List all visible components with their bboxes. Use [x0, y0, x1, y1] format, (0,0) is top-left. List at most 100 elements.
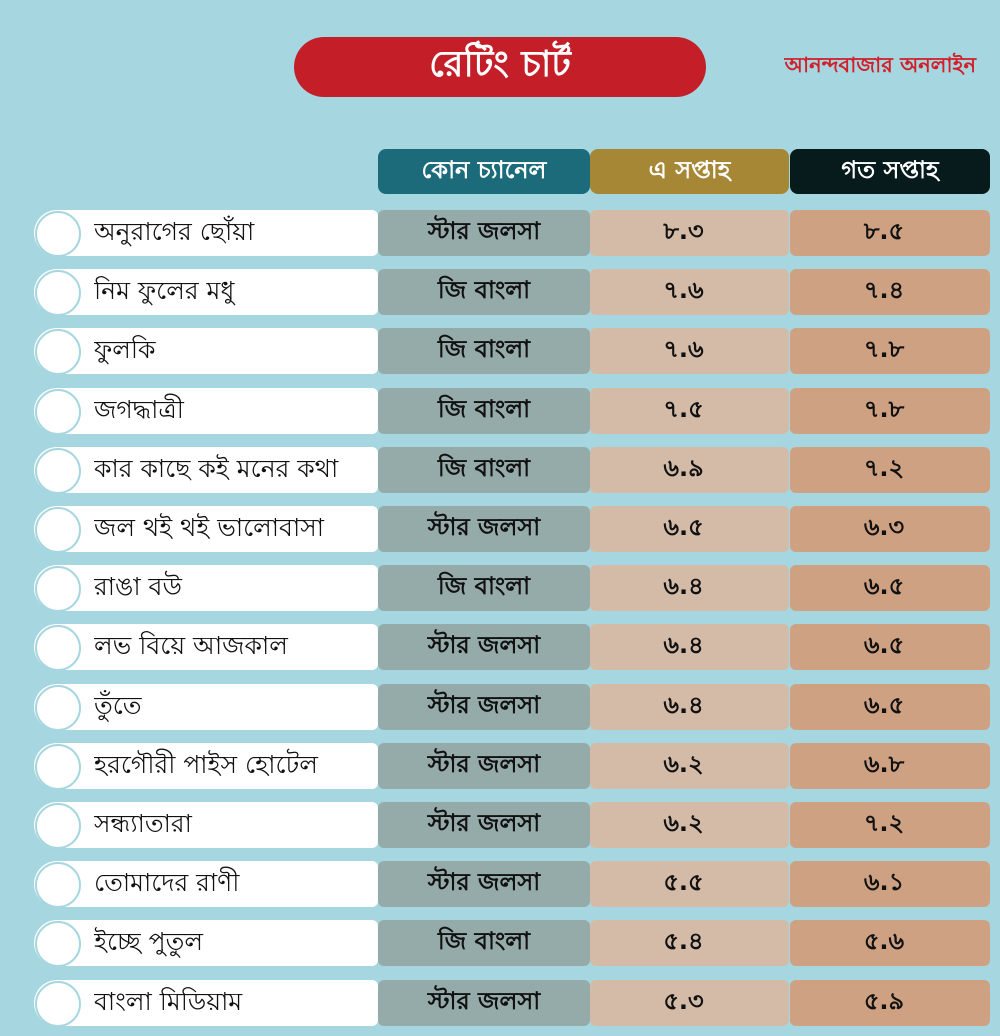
serial-name: রাঙা বউ — [94, 571, 182, 601]
brand-logo-text: আনন্দবাজার অনলাইন — [784, 51, 976, 77]
last-week-rating-value: ৭.২ — [863, 454, 905, 482]
last-week-rating-cell: ৬.১ — [790, 861, 990, 907]
this-week-rating-cell: ৫.৪ — [590, 920, 789, 966]
serial-name-box — [34, 920, 378, 966]
serial-name: তোমাদের রাণী — [94, 867, 240, 897]
serial-name: লভ বিয়ে আজকাল — [94, 630, 288, 660]
serial-name: জল থই থই ভালোবাসা — [94, 512, 324, 542]
serial-name: কার কাছে কই মনের কথা — [94, 453, 339, 483]
last-week-rating-value: ৫.৯ — [863, 987, 905, 1015]
table-row: হরগৌরী পাইস হোটেল স্টার জলসা ৬.২ ৬.৮ — [0, 743, 1000, 790]
table-row: তোমাদের রাণী স্টার জলসা ৫.৫ ৬.১ — [0, 861, 1000, 908]
last-week-rating-value: ৮.৫ — [863, 217, 905, 245]
serial-name-box — [34, 565, 378, 611]
this-week-rating-cell: ৭.৬ — [590, 328, 789, 374]
serial-name: জগদ্ধাত্রী — [94, 394, 184, 424]
chart-title: রেটিং চার্ট — [294, 37, 706, 97]
serial-name: হরগৌরী পাইস হোটেল — [94, 749, 318, 779]
this-week-rating-cell: ৬.২ — [590, 802, 789, 848]
last-week-rating-value: ৬.৫ — [863, 631, 905, 659]
serial-name-box — [34, 861, 378, 907]
serial-name: বাংলা মিডিয়াম — [94, 986, 243, 1016]
table-row: নিম ফুলের মধু জি বাংলা ৭.৬ ৭.৪ — [0, 269, 1000, 316]
channel-cell: স্টার জলসা — [378, 506, 590, 552]
last-week-rating-cell: ৬.৩ — [790, 506, 990, 552]
bullet-circle-icon — [35, 270, 81, 316]
this-week-rating-value: ৬.৪ — [663, 631, 704, 659]
serial-name: সন্ধ্যাতারা — [94, 808, 192, 838]
bullet-circle-icon — [35, 566, 81, 612]
last-week-rating-cell: ৭.৮ — [790, 388, 990, 434]
last-week-rating-cell: ৭.৮ — [790, 328, 990, 374]
this-week-rating-cell: ৭.৫ — [590, 388, 789, 434]
last-week-rating-value: ৭.২ — [863, 809, 905, 837]
serial-name-box — [34, 447, 378, 493]
serial-name-box — [34, 624, 378, 670]
this-week-rating-value: ৬.৪ — [663, 691, 704, 719]
bullet-circle-icon — [35, 921, 81, 967]
this-week-rating-value: ৬.২ — [663, 809, 704, 837]
serial-name-box — [34, 980, 378, 1026]
channel-cell: জি বাংলা — [378, 447, 590, 493]
serial-name-box — [34, 388, 378, 434]
table-row: তুঁতে স্টার জলসা ৬.৪ ৬.৫ — [0, 684, 1000, 731]
this-week-rating-value: ৫.৪ — [663, 927, 704, 955]
serial-name: অনুরাগের ছোঁয়া — [94, 216, 255, 246]
this-week-rating-cell: ৫.৩ — [590, 980, 789, 1026]
last-week-rating-cell: ৬.৫ — [790, 565, 990, 611]
bullet-circle-icon — [35, 803, 81, 849]
channel-cell: স্টার জলসা — [378, 861, 590, 907]
last-week-rating-cell: ৭.৪ — [790, 269, 990, 315]
this-week-rating-cell: ৬.৪ — [590, 624, 789, 670]
this-week-rating-cell: ৬.২ — [590, 743, 789, 789]
channel-cell: জি বাংলা — [378, 565, 590, 611]
channel-cell: স্টার জলসা — [378, 802, 590, 848]
this-week-rating-value: ৫.৫ — [663, 868, 704, 896]
bullet-circle-icon — [35, 211, 81, 257]
last-week-rating-value: ৭.৮ — [863, 335, 905, 363]
header-channel: কোন চ্যানেল — [378, 149, 590, 194]
channel-cell: জি বাংলা — [378, 328, 590, 374]
table-row: কার কাছে কই মনের কথা জি বাংলা ৬.৯ ৭.২ — [0, 447, 1000, 494]
last-week-rating-value: ৬.৫ — [863, 691, 905, 719]
table-row: ফুলকি জি বাংলা ৭.৬ ৭.৮ — [0, 328, 1000, 375]
bullet-circle-icon — [35, 448, 81, 494]
bullet-circle-icon — [35, 981, 81, 1027]
channel-cell: স্টার জলসা — [378, 210, 590, 256]
this-week-rating-value: ৬.৫ — [663, 513, 704, 541]
last-week-rating-value: ৭.৪ — [863, 276, 905, 304]
this-week-rating-value: ৭.৫ — [663, 395, 704, 423]
last-week-rating-cell: ৬.৫ — [790, 684, 990, 730]
channel-cell: জি বাংলা — [378, 269, 590, 315]
serial-name-box — [34, 506, 378, 552]
last-week-rating-cell: ৭.২ — [790, 802, 990, 848]
bullet-circle-icon — [35, 389, 81, 435]
last-week-rating-value: ৬.৮ — [863, 750, 905, 778]
serial-name: ফুলকি — [94, 334, 156, 364]
channel-cell: জি বাংলা — [378, 920, 590, 966]
serial-name-box — [34, 328, 378, 374]
last-week-rating-value: ৭.৮ — [863, 395, 905, 423]
header-last-week: গত সপ্তাহ — [790, 149, 990, 194]
table-row: অনুরাগের ছোঁয়া স্টার জলসা ৮.৩ ৮.৫ — [0, 210, 1000, 257]
channel-cell: স্টার জলসা — [378, 743, 590, 789]
channel-cell: স্টার জলসা — [378, 980, 590, 1026]
last-week-rating-cell: ৫.৯ — [790, 980, 990, 1026]
last-week-rating-cell: ৬.৮ — [790, 743, 990, 789]
table-row: লভ বিয়ে আজকাল স্টার জলসা ৬.৪ ৬.৫ — [0, 624, 1000, 671]
serial-name-box — [34, 269, 378, 315]
last-week-rating-cell: ৭.২ — [790, 447, 990, 493]
last-week-rating-cell: ৫.৬ — [790, 920, 990, 966]
bullet-circle-icon — [35, 507, 81, 553]
table-row: ইচ্ছে পুতুল জি বাংলা ৫.৪ ৫.৬ — [0, 920, 1000, 967]
serial-name: ইচ্ছে পুতুল — [94, 926, 204, 956]
serial-name-box — [34, 743, 378, 789]
this-week-rating-value: ৭.৬ — [663, 276, 704, 304]
bullet-circle-icon — [35, 685, 81, 731]
table-row: জল থই থই ভালোবাসা স্টার জলসা ৬.৫ ৬.৩ — [0, 506, 1000, 553]
this-week-rating-value: ৬.৯ — [663, 454, 704, 482]
last-week-rating-value: ৬.১ — [863, 868, 905, 896]
this-week-rating-cell: ৬.৯ — [590, 447, 789, 493]
header-this-week: এ সপ্তাহ — [590, 149, 789, 194]
channel-cell: জি বাংলা — [378, 388, 590, 434]
